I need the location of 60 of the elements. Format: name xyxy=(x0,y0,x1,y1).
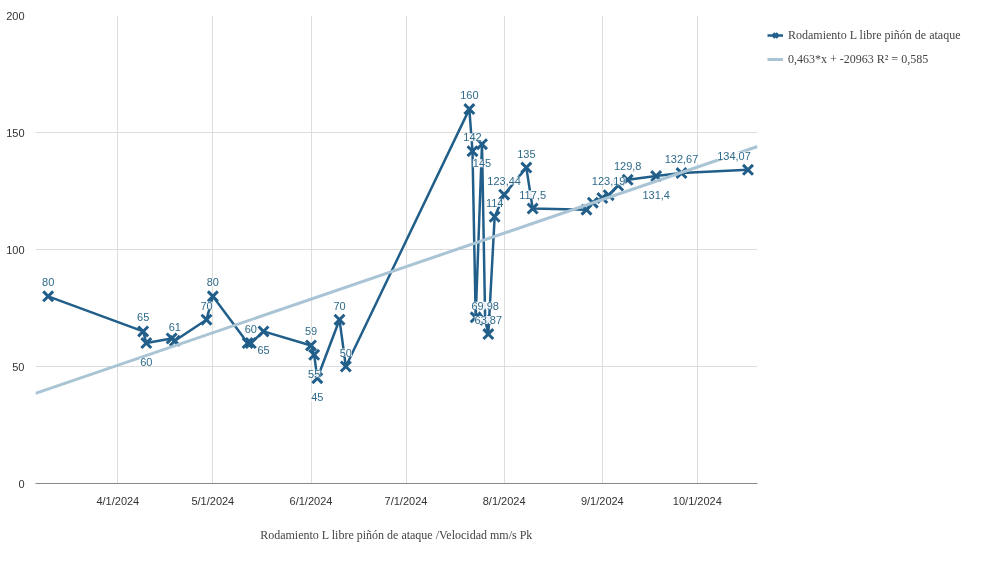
point xyxy=(206,289,220,303)
data-label: 61 xyxy=(168,320,181,333)
data-label: 59 xyxy=(304,325,318,338)
point xyxy=(200,313,213,327)
data-label: 65 xyxy=(257,344,270,357)
data-label: 131,4 xyxy=(642,189,670,202)
y-tick-label: 50 xyxy=(12,360,25,373)
data-label: 123,44 xyxy=(487,174,521,187)
data-label: 160 xyxy=(460,89,479,102)
data-label: 60 xyxy=(140,356,153,369)
x-axis-title: Rodamiento L libre piñón de ataque /Velocidad mm/s Pk xyxy=(260,527,533,542)
x-tick-label: 10/1/2024 xyxy=(672,494,722,507)
y-tick-label: 0 xyxy=(18,477,25,490)
data-label: 63,87 xyxy=(474,314,503,327)
data-label: 69,98 xyxy=(471,299,499,312)
point xyxy=(257,324,270,338)
point xyxy=(339,360,353,373)
point xyxy=(519,161,533,175)
data-label: 135 xyxy=(517,147,536,160)
x-tick-label: 4/1/2024 xyxy=(96,494,140,507)
point xyxy=(307,348,321,362)
data-label: 129,8 xyxy=(613,159,642,172)
data-label: 134,07 xyxy=(717,149,751,162)
x-tick-label: 7/1/2024 xyxy=(384,494,428,507)
point xyxy=(481,327,495,341)
y-tick-label: 100 xyxy=(6,243,25,256)
point xyxy=(304,338,318,352)
data-label: 132,67 xyxy=(664,153,699,166)
point xyxy=(488,210,502,224)
data-label: 55 xyxy=(308,367,321,380)
point xyxy=(41,289,55,303)
point xyxy=(741,163,755,177)
point xyxy=(333,313,346,327)
data-label: 45 xyxy=(311,391,324,404)
point xyxy=(649,169,663,183)
data-label: 70 xyxy=(333,299,346,312)
x-tick-label: 9/1/2024 xyxy=(580,494,624,507)
data-label: 123,19 xyxy=(591,175,626,188)
data-label: 60 xyxy=(244,323,257,336)
y-tick-label: 150 xyxy=(6,126,25,139)
y-tick-label: 200 xyxy=(6,9,25,22)
data-label: 65 xyxy=(137,311,150,324)
point xyxy=(466,144,479,158)
x-tick-label: 8/1/2024 xyxy=(482,494,526,507)
data-label: 142 xyxy=(463,131,482,144)
data-label: 50 xyxy=(339,346,352,359)
data-label: 70 xyxy=(200,299,213,312)
data-label: 80 xyxy=(42,276,55,289)
legend-label: 0,463*x + -20963 R² = 0,585 xyxy=(788,51,929,67)
data-label: 114 xyxy=(485,196,504,209)
point xyxy=(526,202,540,215)
point xyxy=(139,336,153,350)
x-tick-label: 5/1/2024 xyxy=(191,494,235,507)
legend-label: Rodamiento L libre piñón de ataque xyxy=(788,27,961,43)
data-label: 117,5 xyxy=(519,188,547,201)
x-tick-label: 6/1/2024 xyxy=(289,494,333,507)
data-label: 145 xyxy=(472,157,492,170)
data-label: 80 xyxy=(206,276,219,289)
point xyxy=(136,324,150,338)
point xyxy=(462,102,476,116)
